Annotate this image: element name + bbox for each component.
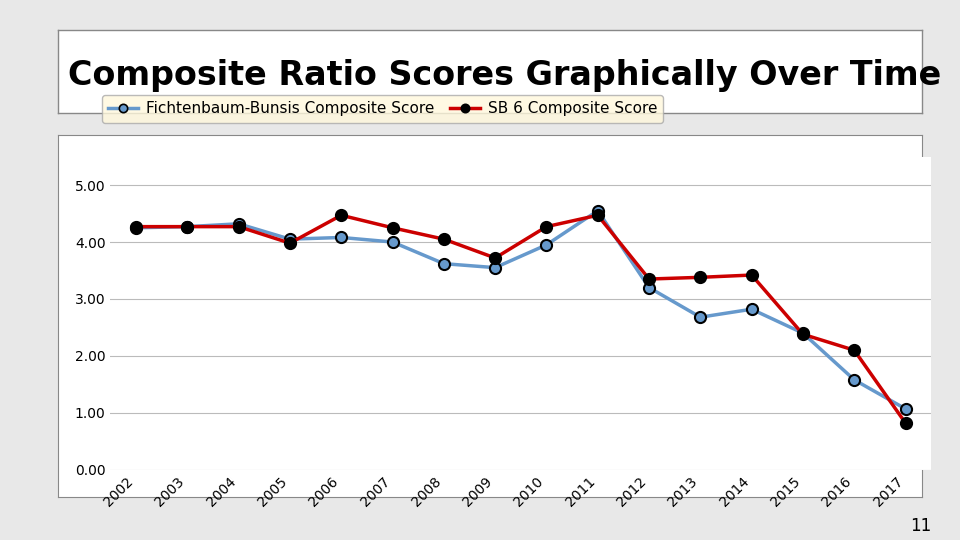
Legend: Fichtenbaum-Bunsis Composite Score, SB 6 Composite Score: Fichtenbaum-Bunsis Composite Score, SB 6… bbox=[102, 96, 663, 123]
Text: Composite Ratio Scores Graphically Over Time: Composite Ratio Scores Graphically Over … bbox=[68, 59, 941, 92]
Text: 11: 11 bbox=[910, 517, 931, 535]
